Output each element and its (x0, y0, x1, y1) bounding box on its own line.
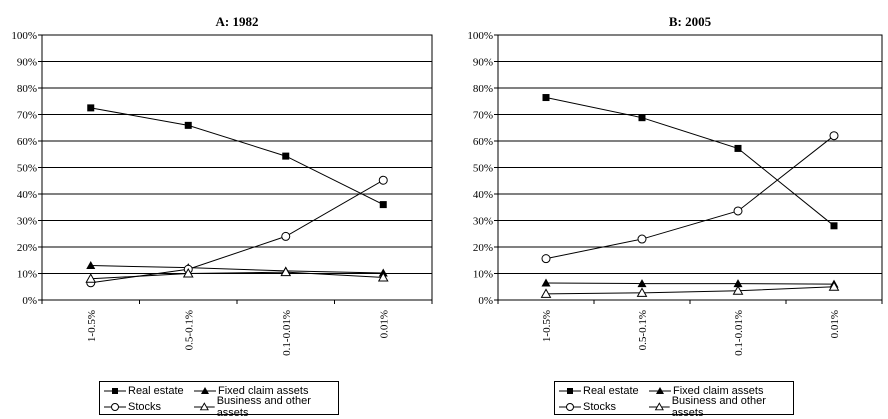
legend-a: Real estate Fixed claim assets Stocks Bu… (99, 381, 339, 419)
filled-square-marker-icon (559, 388, 581, 394)
stocks-point (733, 206, 743, 216)
y-tick-label: 20% (17, 242, 37, 254)
y-tick-label: 100% (467, 30, 493, 42)
legend-label: Business and other assets (671, 395, 766, 419)
filled-triangle-marker-icon (649, 387, 671, 394)
y-tick-label: 40% (17, 189, 37, 201)
x-tick-label: 1-0.5% (86, 310, 98, 342)
open-circle-marker-icon (559, 403, 581, 411)
real-estate-point (830, 222, 838, 230)
business-point (377, 271, 389, 282)
chart-title: B: 2005 (669, 14, 712, 29)
chart-title: A: 1982 (216, 14, 259, 29)
open-triangle-marker-icon (649, 402, 670, 411)
x-tick-label: 0.01% (378, 310, 390, 338)
legend-item-real-estate: Real estate (559, 383, 639, 399)
legend-label: Real estate (583, 385, 639, 397)
real-estate-point (542, 94, 550, 102)
legend-item-business: Business and other assets (194, 395, 338, 419)
real-estate-line (90, 107, 384, 206)
stocks-point (378, 175, 388, 185)
stocks-point (541, 254, 551, 264)
real-estate-line (545, 97, 835, 227)
x-tick-label: 1-0.5% (541, 310, 553, 342)
x-tick-label: 0.1-0.01% (281, 310, 293, 356)
y-tick-label: 70% (473, 110, 493, 122)
y-tick-label: 30% (473, 216, 493, 228)
y-tick-label: 40% (473, 189, 493, 201)
real-estate-point (87, 104, 95, 112)
fixed-claim-point (637, 279, 647, 288)
legend-item-fixed-claim: Fixed claim assets (194, 383, 308, 399)
real-estate-point (379, 201, 387, 209)
business-point (636, 287, 648, 297)
legend-label: Fixed claim assets (218, 385, 309, 397)
stocks-point (281, 231, 291, 241)
y-tick-label: 20% (473, 242, 493, 254)
legend-item-stocks: Stocks (559, 399, 616, 415)
y-tick-label: 30% (17, 216, 37, 228)
legend-b: Real estate Fixed claim assets Stocks Bu… (554, 381, 794, 419)
stocks-line (545, 135, 835, 260)
x-tick-label: 0.5-0.1% (637, 310, 649, 350)
filled-square-marker-icon (104, 388, 126, 394)
fixed-claim-line (545, 282, 835, 285)
business-point (182, 267, 194, 278)
business-point (828, 281, 840, 291)
open-triangle-marker-icon (194, 402, 215, 411)
filled-triangle-marker-icon (194, 387, 216, 394)
fixed-claim-point (733, 279, 743, 288)
legend-item-fixed-claim: Fixed claim assets (649, 383, 763, 399)
legend-item-business: Business and other assets (649, 395, 793, 419)
y-tick-label: 0% (22, 295, 37, 307)
legend-label: Stocks (128, 401, 162, 413)
business-line (90, 271, 384, 280)
stocks-point (829, 131, 839, 141)
legend-label: Real estate (128, 385, 184, 397)
y-tick-label: 80% (473, 83, 493, 95)
y-tick-label: 0% (478, 295, 493, 307)
x-tick-label: 0.1-0.01% (733, 310, 745, 356)
open-circle-marker-icon (104, 403, 126, 411)
y-tick-label: 70% (17, 110, 37, 122)
x-tick-label: 0.5-0.1% (183, 310, 195, 350)
fixed-claim-point (86, 261, 96, 270)
business-point (732, 285, 744, 295)
fixed-claim-line (90, 265, 384, 274)
stocks-point (637, 234, 647, 244)
y-tick-label: 50% (17, 163, 37, 175)
panel-b: B: 2005 0% 10% 20% 30% 40% 50% 60% 70% 80% 90% 100… (467, 14, 883, 356)
y-tick-label: 90% (473, 57, 493, 69)
legend-item-real-estate: Real estate (104, 383, 184, 399)
y-tick-label: 60% (473, 136, 493, 148)
real-estate-point (282, 152, 290, 160)
legend-item-stocks: Stocks (104, 399, 161, 415)
real-estate-point (638, 114, 646, 122)
y-tick-label: 90% (17, 57, 37, 69)
business-point (540, 288, 552, 298)
legend-label: Fixed claim assets (673, 385, 764, 397)
y-tick-label: 10% (17, 269, 37, 281)
x-tick-label: 0.01% (829, 310, 841, 338)
legend-label: Business and other assets (216, 395, 311, 419)
business-line (545, 286, 835, 295)
real-estate-point (184, 121, 192, 129)
business-point (85, 273, 97, 283)
y-tick-label: 100% (11, 30, 37, 42)
business-point (280, 266, 292, 277)
y-tick-label: 50% (473, 163, 493, 175)
fixed-claim-point (541, 278, 551, 287)
panel-a: A: 1982 0% 10% 20% 30% 40% 50% 60% 70% 80% 90% 100… (11, 14, 433, 356)
y-tick-label: 10% (473, 269, 493, 281)
y-tick-label: 80% (17, 83, 37, 95)
real-estate-point (734, 144, 742, 152)
y-tick-label: 60% (17, 136, 37, 148)
legend-label: Stocks (583, 401, 617, 413)
